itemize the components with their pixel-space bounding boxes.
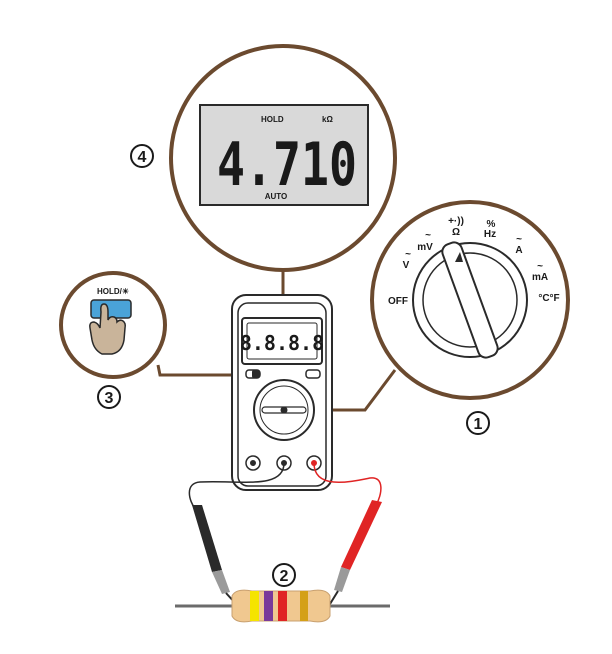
meter-right-button[interactable] [305, 369, 321, 379]
svg-text:1: 1 [474, 416, 483, 433]
multimeter: 8.8.8.8 [231, 294, 333, 491]
black-lead-wire [188, 462, 285, 511]
svg-text:3: 3 [105, 390, 114, 407]
callout-marker-4: 4 [130, 144, 154, 168]
black-probe [192, 505, 237, 605]
unit-indicator: kΩ [322, 115, 333, 124]
dial-label-temp: °C°F [538, 293, 559, 304]
display-magnifier: HOLD kΩ 4.710 AUTO [169, 44, 397, 272]
svg-text:4: 4 [138, 149, 147, 166]
dial-label-a: A [515, 245, 522, 256]
hold-callout-line [156, 364, 248, 377]
svg-text:~: ~ [405, 249, 411, 260]
dial-label-off: OFF [388, 296, 408, 307]
dial-label-v: V [403, 260, 410, 271]
finger-icon [89, 303, 126, 355]
callout-marker-3: 3 [97, 385, 121, 409]
hold-backlight-button[interactable] [90, 299, 132, 319]
svg-text:+·)): +·)) [448, 216, 464, 227]
hold-button-magnifier: HOLD/☀ [59, 271, 167, 379]
meter-screen-digits: 8.8.8.8 [240, 331, 324, 355]
hold-button-label: HOLD/☀ [97, 287, 129, 296]
callout-marker-1: 1 [466, 411, 490, 435]
svg-text:2: 2 [280, 568, 289, 585]
band-2 [264, 591, 273, 621]
band-4 [300, 591, 308, 621]
band-1 [250, 591, 259, 621]
band-3 [278, 591, 287, 621]
auto-indicator: AUTO [265, 192, 288, 201]
dial-label-mv: mV [417, 242, 433, 253]
resistor [175, 589, 390, 623]
dial-label-ma: mA [532, 272, 548, 283]
red-probe [329, 500, 382, 605]
dial-pointer-handle [441, 241, 499, 359]
lcd-reading: 4.710 [217, 130, 357, 200]
lcd-panel [199, 104, 369, 206]
dial-magnifier: OFF V ~ mV ~ Ω +·)) Hz % A ~ mA ~ °C°F [370, 200, 570, 400]
svg-text:~: ~ [425, 230, 431, 241]
svg-text:~: ~ [537, 261, 543, 272]
dial-label-hz: Hz [484, 229, 496, 240]
dial-label-ohm: Ω [452, 227, 460, 238]
callout-marker-2: 2 [272, 563, 296, 587]
svg-text:~: ~ [516, 234, 522, 245]
dial-pointer-arrow [455, 252, 463, 262]
dial-label-percent: % [487, 219, 496, 230]
hold-indicator: HOLD [261, 115, 284, 124]
red-lead-wire [313, 462, 382, 506]
